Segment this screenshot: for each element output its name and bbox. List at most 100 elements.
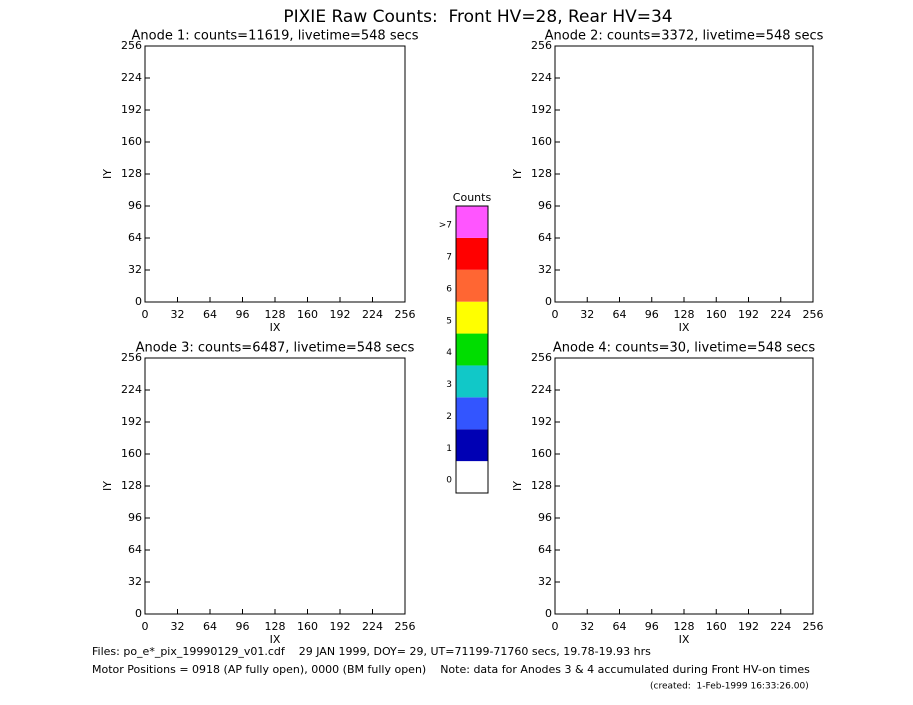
y-tick-label: 192 (121, 415, 142, 428)
x-tick-label: 192 (330, 308, 351, 321)
y-axis-label: IY (101, 481, 114, 491)
y-tick-label: 224 (121, 383, 142, 396)
x-tick-label: 160 (297, 308, 318, 321)
colorbar-cell (456, 301, 488, 334)
x-tick-label: 224 (362, 620, 383, 633)
y-axis-label: IY (511, 481, 524, 491)
x-tick-label: 0 (552, 620, 559, 633)
footer-files: Files: po_e*_pix_19990129_v01.cdf 29 JAN… (92, 645, 651, 658)
panel-title: Anode 4: counts=30, livetime=548 secs (553, 341, 815, 356)
y-tick-label: 0 (135, 607, 142, 620)
x-tick-label: 192 (738, 620, 759, 633)
colorbar-cell (456, 269, 488, 302)
colorbar-cell (456, 397, 488, 430)
x-tick-label: 0 (142, 308, 149, 321)
y-tick-label: 32 (128, 263, 142, 276)
y-tick-label: 256 (121, 39, 142, 52)
y-tick-label: 64 (538, 231, 552, 244)
x-axis-label: IX (270, 321, 281, 334)
x-tick-label: 64 (203, 308, 217, 321)
plot-frame (144, 45, 406, 303)
x-tick-label: 256 (395, 620, 416, 633)
y-axis-label: IY (511, 169, 524, 179)
x-tick-label: 0 (142, 620, 149, 633)
colorbar-cell (456, 461, 488, 493)
x-tick-label: 96 (236, 620, 250, 633)
colorbar-frame (455, 205, 489, 494)
y-tick-label: 128 (531, 479, 552, 492)
x-tick-label: 64 (613, 620, 627, 633)
x-tick-label: 128 (674, 308, 695, 321)
x-tick-label: 32 (580, 308, 594, 321)
y-tick-label: 32 (128, 575, 142, 588)
x-tick-label: 32 (580, 620, 594, 633)
x-tick-label: 96 (645, 308, 659, 321)
y-tick-label: 96 (128, 511, 142, 524)
panel-title: Anode 2: counts=3372, livetime=548 secs (545, 29, 824, 44)
plot-frame (554, 45, 814, 303)
colorbar-cell (456, 206, 488, 238)
y-tick-label: 96 (538, 511, 552, 524)
colorbar-label: 5 (446, 316, 452, 326)
panel-title: Anode 1: counts=11619, livetime=548 secs (131, 29, 418, 44)
colorbar-label: 1 (446, 444, 452, 454)
colorbar-title: Counts (453, 191, 492, 204)
colorbar-label: 2 (446, 412, 452, 422)
y-tick-label: 192 (121, 103, 142, 116)
colorbar-label: 0 (446, 476, 452, 486)
x-axis-label: IX (270, 633, 281, 646)
y-tick-label: 0 (545, 607, 552, 620)
x-tick-label: 256 (395, 308, 416, 321)
colorbar-label: 7 (446, 253, 452, 263)
x-tick-label: 224 (770, 620, 791, 633)
footer-created: (created: 1-Feb-1999 16:33:26.00) (650, 682, 809, 692)
y-tick-label: 224 (531, 71, 552, 84)
x-tick-label: 160 (297, 620, 318, 633)
panel-title: Anode 3: counts=6487, livetime=548 secs (136, 341, 415, 356)
x-tick-label: 128 (265, 308, 286, 321)
x-tick-label: 224 (770, 308, 791, 321)
colorbar-label: 4 (446, 348, 452, 358)
colorbar-label: 6 (446, 284, 452, 294)
y-tick-label: 64 (538, 543, 552, 556)
y-tick-label: 160 (121, 135, 142, 148)
y-tick-label: 64 (128, 231, 142, 244)
x-tick-label: 160 (706, 308, 727, 321)
y-tick-label: 256 (531, 39, 552, 52)
x-axis-label: IX (679, 321, 690, 334)
x-tick-label: 32 (171, 620, 185, 633)
y-tick-label: 160 (531, 135, 552, 148)
colorbar-label: >7 (439, 221, 452, 231)
x-tick-label: 224 (362, 308, 383, 321)
y-tick-label: 96 (128, 199, 142, 212)
colorbar-cell (456, 429, 488, 462)
y-tick-label: 224 (121, 71, 142, 84)
x-tick-label: 192 (738, 308, 759, 321)
x-tick-label: 128 (674, 620, 695, 633)
y-tick-label: 256 (531, 351, 552, 364)
y-tick-label: 32 (538, 575, 552, 588)
x-tick-label: 64 (613, 308, 627, 321)
colorbar-cell (456, 365, 488, 398)
y-tick-label: 128 (121, 167, 142, 180)
y-tick-label: 0 (135, 295, 142, 308)
x-tick-label: 160 (706, 620, 727, 633)
y-tick-label: 128 (121, 479, 142, 492)
colorbar-label: 3 (446, 380, 452, 390)
y-tick-label: 192 (531, 103, 552, 116)
y-tick-label: 32 (538, 263, 552, 276)
x-axis-label: IX (679, 633, 690, 646)
y-tick-label: 224 (531, 383, 552, 396)
y-tick-label: 0 (545, 295, 552, 308)
plot-frame (144, 357, 406, 615)
y-tick-label: 160 (531, 447, 552, 460)
plot-frame (554, 357, 814, 615)
y-axis-label: IY (101, 169, 114, 179)
colorbar-cell (456, 237, 488, 270)
x-tick-label: 128 (265, 620, 286, 633)
y-tick-label: 192 (531, 415, 552, 428)
x-tick-label: 64 (203, 620, 217, 633)
x-tick-label: 96 (645, 620, 659, 633)
y-tick-label: 160 (121, 447, 142, 460)
